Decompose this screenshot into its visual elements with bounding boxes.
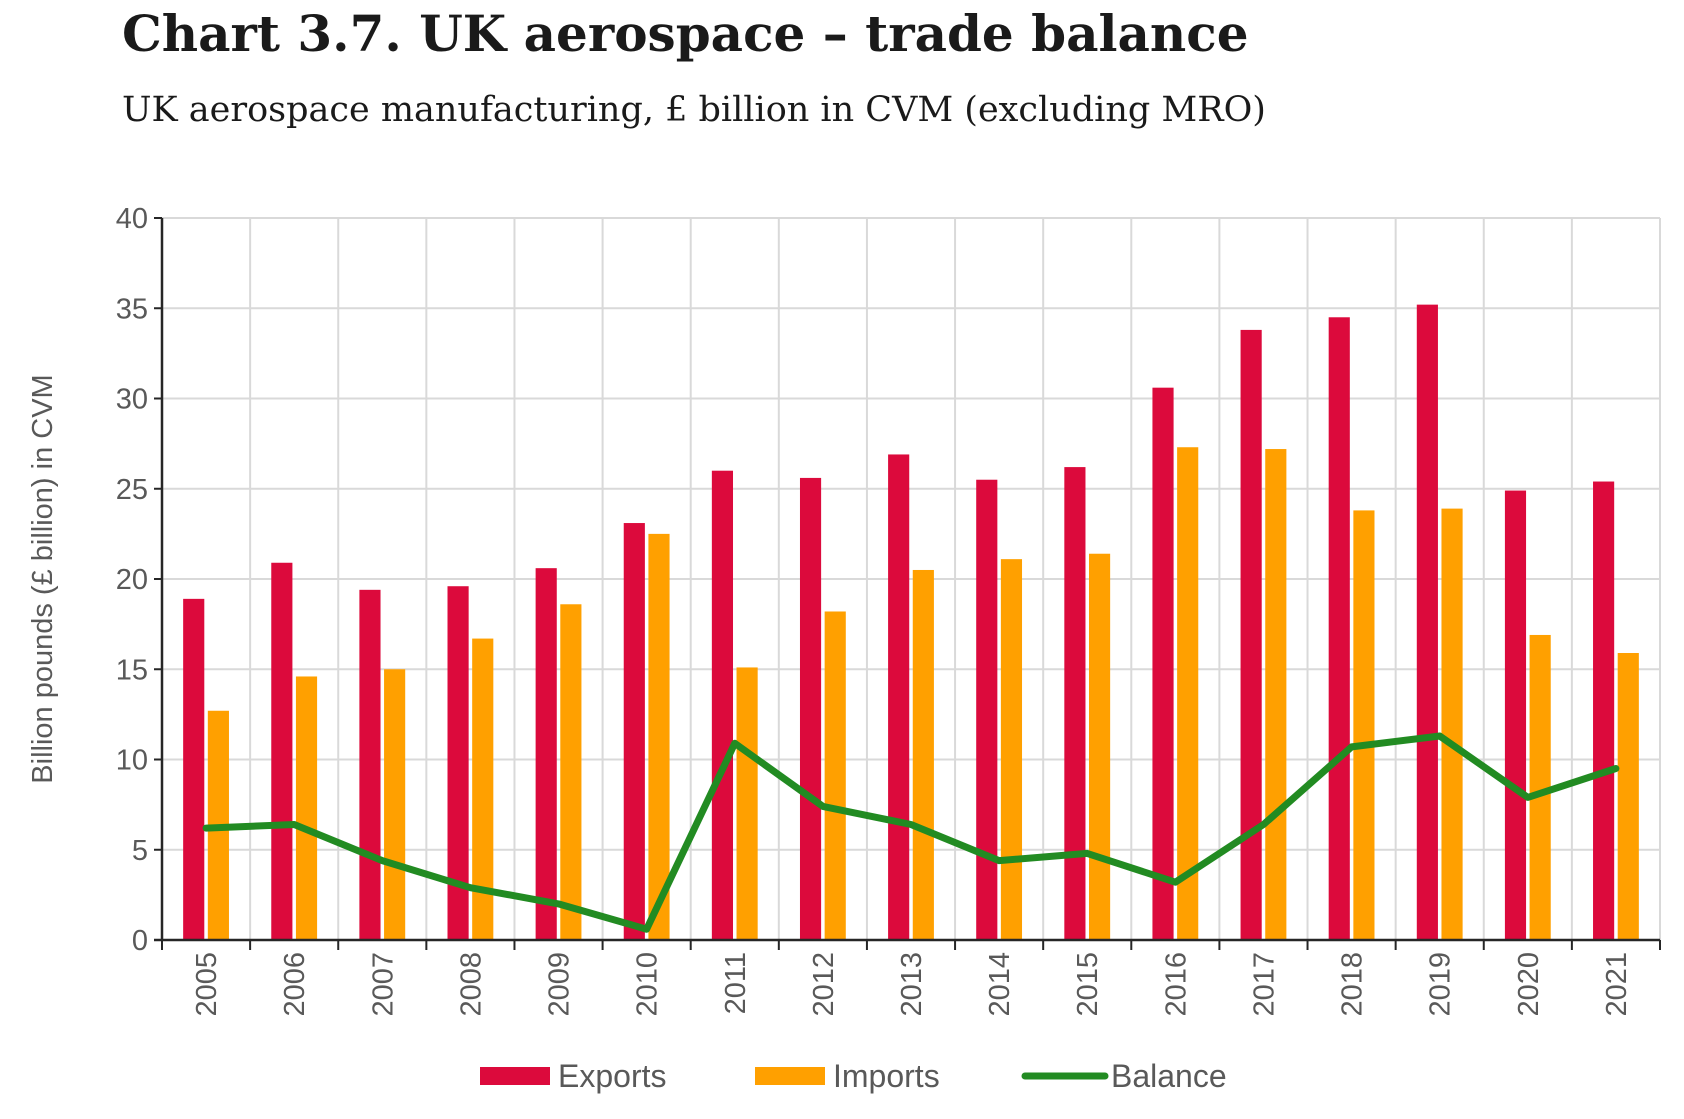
bar-exports: [888, 454, 910, 940]
x-tick-label: 2009: [544, 952, 576, 1017]
x-tick-label: 2014: [984, 952, 1016, 1017]
bar-exports: [359, 589, 381, 940]
y-tick-label: 15: [116, 654, 148, 686]
y-axis-title: Billion pounds (£ billion) in CVM: [27, 374, 59, 783]
bar-exports: [711, 470, 734, 940]
bar-exports: [1593, 481, 1615, 940]
y-tick-label: 5: [132, 835, 148, 867]
x-tick-label: 2020: [1513, 952, 1545, 1017]
line-balance: [202, 732, 1620, 933]
bar-exports: [183, 598, 205, 940]
x-tick-label: 2007: [367, 952, 399, 1017]
bar-imports: [736, 667, 758, 940]
legend-label-exports: Exports: [558, 1058, 666, 1094]
bar-exports: [271, 562, 293, 940]
legend-swatch-exports: [480, 1067, 550, 1085]
chart-title: Chart 3.7. UK aerospace – trade balance: [122, 4, 1249, 63]
y-tick-label: 10: [116, 745, 148, 777]
x-tick-label: 2010: [632, 952, 664, 1017]
x-tick-label: 2013: [896, 952, 928, 1017]
y-tick-label: 30: [116, 384, 148, 416]
y-tick-label: 0: [132, 925, 148, 957]
bar-imports: [1265, 449, 1287, 940]
bar-imports: [560, 604, 582, 940]
bar-exports: [799, 477, 822, 940]
bar-imports: [1177, 447, 1199, 940]
x-tick-label: 2019: [1425, 952, 1457, 1017]
bar-exports: [1504, 490, 1527, 940]
bar-imports: [824, 611, 846, 940]
x-tick-label: 2018: [1337, 952, 1369, 1017]
bar-exports: [1152, 387, 1174, 940]
bar-exports: [535, 568, 557, 940]
x-tick-label: 2016: [1160, 952, 1192, 1017]
x-tick-label: 2017: [1248, 952, 1280, 1017]
y-tick-label: 25: [116, 474, 148, 506]
x-tick-label: 2015: [1072, 952, 1104, 1017]
x-tick-label: 2005: [191, 952, 223, 1017]
legend-label-balance: Balance: [1111, 1058, 1227, 1094]
bar-imports: [1617, 653, 1639, 940]
chart-subtitle: UK aerospace manufacturing, £ billion in…: [122, 90, 1266, 130]
bar-exports: [976, 479, 998, 940]
bar-imports: [1088, 553, 1111, 940]
x-tick-label: 2012: [808, 952, 840, 1017]
bar-imports: [1441, 508, 1463, 940]
x-tick-label: 2011: [720, 952, 752, 1014]
y-tick-label: 35: [116, 293, 148, 325]
bar-imports: [648, 533, 670, 940]
bar-imports: [1000, 559, 1023, 940]
bar-imports: [1529, 634, 1551, 940]
bar-imports: [384, 669, 406, 940]
bar-exports: [1416, 304, 1438, 940]
x-tick-label: 2021: [1601, 952, 1633, 1017]
bar-exports: [447, 586, 469, 940]
x-tick-label: 2006: [279, 952, 311, 1017]
bar-exports: [623, 523, 645, 940]
bar-imports: [295, 676, 318, 940]
y-tick-label: 40: [116, 203, 148, 235]
bar-imports: [472, 638, 494, 940]
legend-label-imports: Imports: [833, 1058, 940, 1094]
bar-imports: [912, 569, 934, 940]
x-tick-label: 2008: [455, 952, 487, 1017]
bar-exports: [1240, 329, 1262, 940]
bar-exports: [1328, 317, 1350, 940]
bar-imports: [1353, 510, 1375, 940]
bar-exports: [1064, 467, 1086, 940]
y-tick-label: 20: [116, 564, 148, 596]
legend-swatch-imports: [755, 1067, 825, 1085]
